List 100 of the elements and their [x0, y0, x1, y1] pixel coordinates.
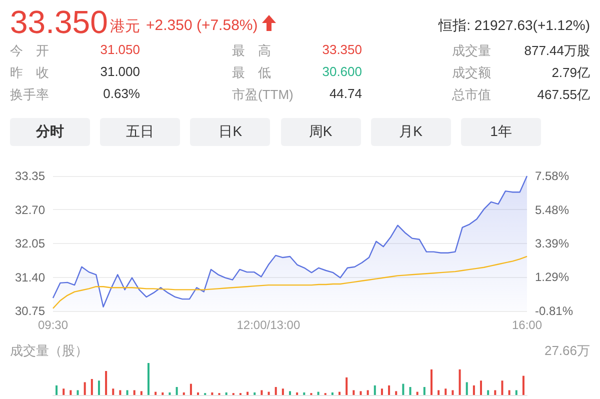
bar	[366, 390, 369, 395]
bar	[338, 392, 341, 395]
bar	[444, 388, 447, 395]
bar	[268, 392, 270, 395]
y-tick-label: 32.70	[14, 202, 46, 217]
bar	[56, 385, 58, 395]
bar	[374, 385, 376, 395]
bar	[168, 392, 171, 395]
bar	[254, 392, 256, 395]
bar	[274, 387, 277, 395]
bar	[148, 363, 150, 395]
bar	[430, 369, 432, 395]
tab-button: 日K	[190, 118, 270, 146]
bar	[416, 392, 418, 395]
text: 总市值	[452, 86, 491, 104]
text: 27.66万	[544, 343, 590, 358]
bar	[162, 392, 164, 395]
bar	[211, 392, 214, 395]
text: 31.050	[100, 42, 140, 57]
bar	[303, 392, 306, 395]
text: 30.600	[322, 64, 362, 79]
text: 33.350	[10, 4, 108, 41]
tab-button: 1年	[461, 118, 541, 146]
bar	[133, 390, 136, 395]
bar	[246, 392, 249, 395]
x-tick-label: 16:00	[512, 318, 542, 332]
bar	[190, 384, 192, 395]
text: 恒指: 21927.63(+1.12%)	[438, 17, 590, 35]
bar	[70, 390, 72, 395]
bar	[409, 387, 412, 395]
bar	[395, 391, 398, 395]
bar	[140, 391, 142, 395]
y2-tick-label: 7.58%	[535, 169, 570, 183]
bar	[487, 390, 490, 395]
tab-button: 分时	[10, 118, 90, 146]
y-axis-title: 成交量（股）	[10, 343, 88, 358]
y-tick-label: 33.35	[14, 169, 46, 183]
bar	[458, 369, 461, 395]
bar	[126, 390, 128, 395]
bar	[402, 384, 404, 395]
y-tick-label: 31.40	[14, 270, 46, 284]
bar	[494, 390, 496, 395]
y-tick-label: 30.75	[14, 304, 46, 318]
y2-tick-label: 3.39%	[535, 236, 570, 250]
text: 467.55亿	[537, 86, 590, 104]
line-series	[52, 256, 528, 310]
bar	[154, 392, 157, 395]
bar	[466, 382, 468, 395]
text: 成交量	[452, 42, 491, 60]
x-tick-label: 12:00/13:00	[236, 318, 300, 332]
text: 市盈(TTM)	[232, 86, 294, 104]
bar	[289, 391, 291, 395]
y-tick-label: 32.05	[14, 236, 46, 250]
text: 昨 收	[10, 64, 49, 82]
text: 今 开	[10, 42, 49, 60]
text: 港元	[110, 17, 140, 36]
bar	[508, 390, 510, 395]
bar	[452, 390, 454, 395]
bar	[331, 392, 334, 395]
bar	[380, 388, 383, 395]
bar	[346, 377, 348, 395]
bar	[472, 385, 475, 395]
bar	[501, 380, 504, 395]
bar	[352, 390, 355, 395]
bar	[197, 392, 200, 395]
tab-button: 周K	[280, 118, 361, 146]
bar	[480, 380, 482, 395]
bar	[98, 380, 100, 395]
bar	[296, 392, 298, 395]
bar	[84, 382, 86, 395]
y2-tick-label: 1.29%	[535, 270, 570, 284]
text: 最 高	[232, 42, 271, 60]
bar	[360, 391, 362, 395]
text: 33.350	[322, 42, 362, 57]
text: 877.44万股	[524, 42, 590, 60]
bar	[388, 385, 390, 395]
bar	[112, 388, 114, 395]
bar	[119, 390, 122, 395]
bar	[260, 390, 263, 395]
bar	[317, 392, 320, 395]
bar	[225, 392, 228, 395]
text: 0.63%	[103, 86, 140, 101]
text: 最 低	[232, 64, 271, 82]
bar	[182, 392, 185, 395]
bar	[62, 388, 65, 395]
text: 44.74	[329, 86, 362, 101]
bar	[515, 390, 518, 395]
text: +2.350 (+7.58%)	[146, 17, 258, 34]
bar	[438, 390, 440, 395]
text: 成交额	[452, 64, 491, 82]
text: 换手率	[10, 86, 49, 104]
bar	[423, 387, 426, 395]
bar	[105, 371, 108, 395]
tab-button: 五日	[100, 118, 180, 146]
bar	[76, 390, 79, 395]
y2-tick-label: -0.81%	[535, 304, 574, 318]
bar	[522, 376, 524, 395]
bar	[90, 379, 93, 395]
bar	[282, 388, 284, 395]
x-tick-label: 09:30	[38, 318, 68, 332]
